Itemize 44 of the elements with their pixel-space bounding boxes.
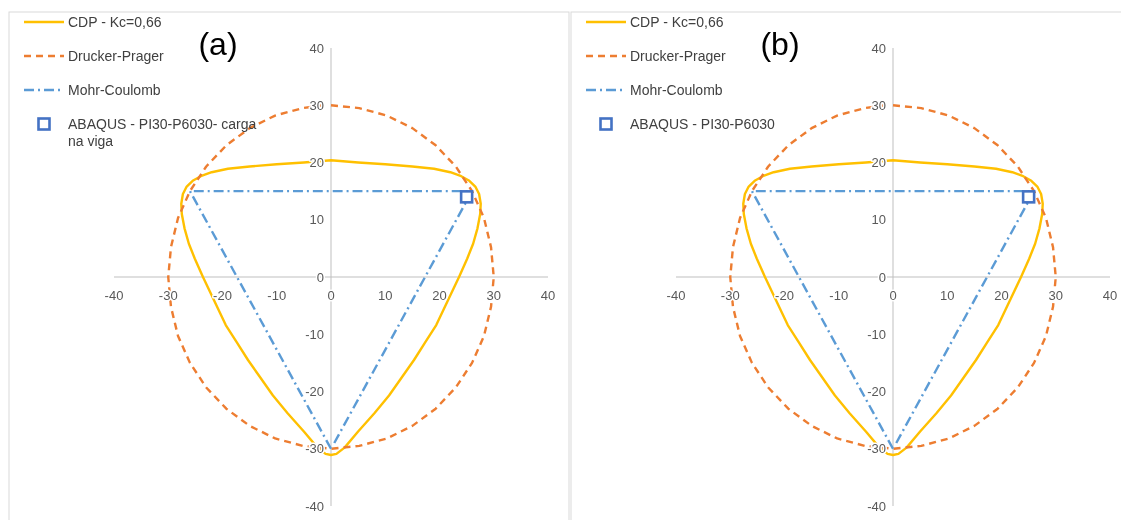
x-tick-label: -20 bbox=[775, 287, 794, 303]
y-tick-label: 10 bbox=[309, 212, 324, 228]
legend-label: CDP - Kc=0,66 bbox=[630, 14, 724, 30]
y-tick-label: 30 bbox=[309, 97, 324, 113]
y-tick-label: -40 bbox=[867, 498, 886, 514]
x-tick-label: -10 bbox=[267, 287, 287, 303]
x-tick-label: -10 bbox=[829, 287, 849, 303]
x-tick-label: 10 bbox=[378, 287, 393, 303]
y-tick-label: -20 bbox=[305, 384, 324, 399]
legend-label: Drucker-Prager bbox=[630, 48, 727, 64]
x-tick-label: -30 bbox=[158, 287, 178, 303]
legend-label: CDP - Kc=0,66 bbox=[68, 14, 162, 30]
x-tick-label: -20 bbox=[213, 287, 232, 303]
x-tick-label: -40 bbox=[666, 287, 686, 303]
chart-title: (b) bbox=[760, 26, 800, 62]
y-tick-label: -10 bbox=[305, 326, 324, 342]
x-tick-label: 30 bbox=[1048, 287, 1063, 303]
x-tick-label: 40 bbox=[540, 287, 556, 303]
x-tick-label: 0 bbox=[327, 287, 335, 303]
y-tick-label: -40 bbox=[305, 498, 324, 514]
line-series bbox=[742, 159, 1044, 457]
x-tick-label: 20 bbox=[432, 287, 447, 303]
y-tick-label: -20 bbox=[867, 384, 886, 399]
x-tick-label: 40 bbox=[1102, 287, 1118, 303]
legend-label: Drucker-Prager bbox=[68, 48, 165, 64]
legend-label: ABAQUS - PI30-P6030 bbox=[630, 116, 775, 132]
legend-label: ABAQUS - PI30-P6030- carga na viga bbox=[68, 116, 257, 149]
y-tick-label: 10 bbox=[871, 212, 886, 228]
y-tick-label: 40 bbox=[309, 40, 324, 56]
y-tick-label: 30 bbox=[871, 97, 886, 113]
x-tick-label: 30 bbox=[486, 287, 501, 303]
y-tick-label: 0 bbox=[878, 269, 886, 285]
x-tick-label: 20 bbox=[994, 287, 1009, 303]
legend-label: Mohr-Coulomb bbox=[68, 82, 161, 98]
y-tick-label: 0 bbox=[316, 269, 324, 285]
y-tick-label: -10 bbox=[867, 326, 886, 342]
x-tick-label: -30 bbox=[720, 287, 740, 303]
chart-title: (a) bbox=[198, 26, 238, 62]
x-tick-label: 0 bbox=[889, 287, 897, 303]
x-tick-label: -40 bbox=[104, 287, 124, 303]
line-series bbox=[180, 159, 482, 457]
legend-label: Mohr-Coulomb bbox=[630, 82, 723, 98]
x-tick-label: 10 bbox=[940, 287, 955, 303]
y-tick-label: 40 bbox=[871, 40, 886, 56]
